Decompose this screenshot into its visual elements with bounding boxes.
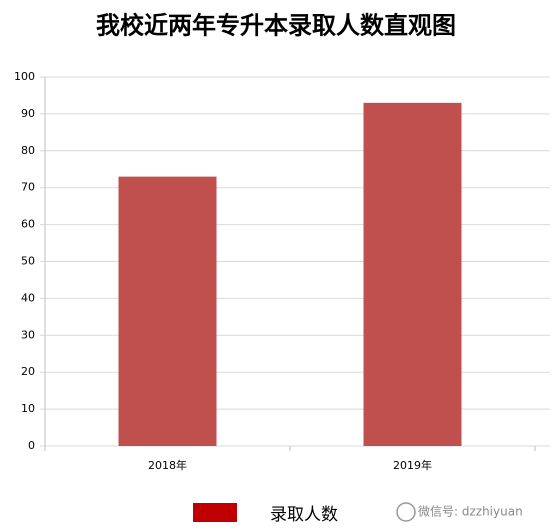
y-tick-label: 60 — [21, 218, 35, 231]
x-tick-label: 2019年 — [393, 458, 432, 472]
y-tick-label: 100 — [14, 70, 35, 83]
y-tick-label: 0 — [28, 439, 35, 452]
watermark-icon — [396, 502, 416, 522]
y-tick-label: 10 — [21, 402, 35, 415]
y-tick-label: 20 — [21, 365, 35, 378]
y-tick-label: 70 — [21, 181, 35, 194]
legend-swatch — [193, 503, 237, 522]
legend-label: 录取人数 — [270, 505, 338, 525]
y-tick-label: 80 — [21, 144, 35, 157]
watermark: 微信号: dzzhiyuan — [418, 505, 523, 519]
y-tick-label: 90 — [21, 107, 35, 120]
chart-title: 我校近两年专升本录取人数直观图 — [96, 11, 456, 40]
x-tick-label: 2018年 — [148, 458, 187, 472]
y-tick-label: 40 — [21, 291, 35, 304]
bar — [363, 102, 462, 446]
y-tick-label: 50 — [21, 255, 35, 268]
y-tick-label: 30 — [21, 328, 35, 341]
bar — [118, 176, 217, 446]
